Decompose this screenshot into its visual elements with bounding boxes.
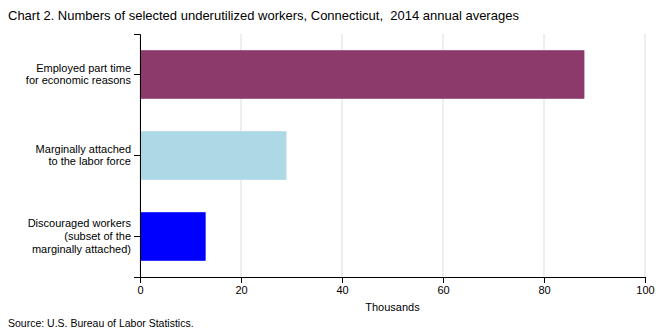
x-tick-mark: [645, 277, 646, 283]
grid: [140, 34, 645, 277]
bar: [140, 212, 206, 261]
x-axis: 0 20 40 60 80 100: [137, 277, 654, 296]
title: Chart 2. Numbers of selected underutiliz…: [8, 8, 519, 23]
x-tick-mark: [342, 277, 343, 283]
chart-container: Chart 2. Numbers of selected underutiliz…: [0, 0, 669, 335]
x-axis-title: Thousands: [365, 301, 420, 313]
x-tick-label: 100: [636, 284, 654, 296]
x-tick: 80: [538, 277, 550, 296]
x-tick-label: 80: [538, 284, 550, 296]
x-tick-label: 40: [336, 284, 348, 296]
y-tick-label: Employed part timefor economic reasons: [26, 62, 132, 87]
y-axis: Discouraged workers(subset of themargina…: [26, 35, 141, 278]
x-tick-mark: [443, 277, 444, 283]
x-tick-label: 0: [137, 284, 143, 296]
x-tick-label: 20: [235, 284, 247, 296]
x-tick: 20: [235, 277, 247, 296]
x-tick: 40: [336, 277, 348, 296]
grid-line: [645, 34, 646, 277]
x-tick-mark: [241, 277, 242, 283]
y-tick-mark: [134, 74, 140, 75]
y-axis-line: [134, 35, 141, 278]
bar: [140, 50, 584, 99]
plot: 0 20 40 60 80 100 Discouraged workers(subset o…: [26, 34, 655, 313]
source-note: Source: U.S. Bureau of Labor Statistics.: [8, 317, 194, 329]
y-tick-label: Marginally attachedto the labor force: [36, 143, 131, 168]
x-tick: 0: [137, 277, 143, 296]
x-axis-line: [141, 278, 646, 284]
bar: [140, 131, 286, 180]
y-tick-mark: [134, 155, 140, 156]
y-tick: Employed part timefor economic reasons: [26, 62, 140, 87]
y-tick-mark: [134, 236, 140, 237]
y-tick: Discouraged workers(subset of themargina…: [28, 217, 140, 254]
x-tick-label: 60: [437, 284, 449, 296]
x-tick-mark: [544, 277, 545, 283]
y-tick-label: Discouraged workers(subset of themargina…: [28, 217, 132, 254]
x-tick: 60: [437, 277, 449, 296]
bars: [140, 50, 584, 261]
y-tick: Marginally attachedto the labor force: [36, 143, 140, 168]
x-tick: 100: [636, 277, 654, 296]
chart-svg: Chart 2. Numbers of selected underutiliz…: [0, 0, 669, 335]
